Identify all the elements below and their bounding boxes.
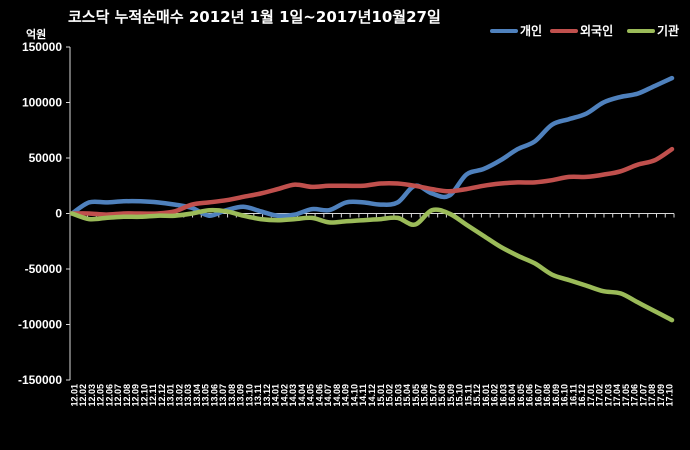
x-tick-label: 15.05 — [411, 384, 421, 407]
y-tick-label: -50000 — [25, 262, 63, 276]
x-tick-label: 16.05 — [516, 384, 526, 407]
x-tick-label: 14.01 — [271, 384, 281, 407]
x-tick-label: 14.03 — [288, 384, 298, 407]
x-tick-label: 14.05 — [306, 384, 316, 407]
x-tick-label: 13.09 — [236, 384, 246, 407]
x-axis: 12.0112.0212.0312.0512.0612.0712.0812.09… — [69, 213, 675, 407]
x-tick-label: 14.04 — [297, 384, 307, 407]
x-tick-label: 17.10 — [665, 384, 675, 407]
series-line-1 — [69, 75, 675, 219]
x-tick-label: 12.12 — [157, 384, 167, 407]
series-line-3 — [69, 207, 675, 323]
x-tick-label: 16.09 — [551, 384, 561, 407]
x-tick-label: 13.06 — [209, 384, 219, 407]
legend-label-1: 개인 — [520, 23, 542, 38]
x-tick-label: 14.07 — [323, 384, 333, 407]
y-tick-label: -100000 — [18, 318, 62, 332]
x-tick-label: 12.01 — [69, 384, 79, 407]
x-tick-label: 14.02 — [279, 384, 289, 407]
x-tick-label: 16.03 — [498, 384, 508, 407]
x-tick-label: 14.09 — [341, 384, 351, 407]
x-tick-label: 13.02 — [174, 384, 184, 407]
x-tick-label: 13.07 — [218, 384, 228, 407]
x-tick-label: 13.05 — [201, 384, 211, 407]
x-tick-label: 12.03 — [87, 384, 97, 407]
x-tick-label: 15.09 — [446, 384, 456, 407]
y-tick-label: 50000 — [29, 151, 63, 165]
legend: 개인 외국인 기관 — [490, 23, 679, 38]
y-axis: 150000 100000 50000 0 -50000 -100000 -150000 — [18, 40, 71, 387]
x-tick-label: 15.08 — [437, 384, 447, 407]
x-tick-label: 14.10 — [349, 384, 359, 407]
x-tick-label: 12.10 — [139, 384, 149, 407]
x-tick-label: 16.11 — [568, 384, 578, 406]
x-tick-label: 13.04 — [192, 384, 202, 407]
x-tick-label: 16.12 — [577, 384, 587, 407]
x-tick-label: 15.06 — [420, 384, 430, 407]
x-tick-label: 12.09 — [131, 384, 141, 407]
x-tick-label: 12.06 — [104, 384, 114, 407]
x-tick-label: 15.07 — [428, 384, 438, 407]
x-tick-label: 15.04 — [402, 384, 412, 407]
x-tick-label: 13.10 — [244, 384, 254, 407]
x-tick-label: 15.10 — [455, 384, 465, 407]
x-tick-label: 16.04 — [507, 384, 517, 407]
x-tick-label: 17.09 — [656, 384, 666, 407]
legend-label-2: 외국인 — [580, 23, 613, 38]
y-tick-label: -150000 — [18, 373, 62, 387]
x-tick-label: 16.01 — [481, 384, 491, 407]
x-tick-label: 13.08 — [227, 384, 237, 407]
x-tick-label: 14.08 — [332, 384, 342, 407]
x-tick-label: 12.05 — [96, 384, 106, 407]
x-tick-label: 12.02 — [78, 384, 88, 407]
x-tick-label: 15.02 — [385, 384, 395, 407]
x-tick-label: 16.07 — [533, 384, 543, 407]
x-tick-label: 14.11 — [358, 384, 368, 406]
legend-label-3: 기관 — [657, 23, 679, 38]
x-tick-label: 16.10 — [560, 384, 570, 407]
x-tick-label: 12.08 — [122, 384, 132, 407]
x-tick-label: 13.12 — [262, 384, 272, 407]
x-tick-label: 12.07 — [113, 384, 123, 407]
y-tick-label: 150000 — [22, 40, 62, 54]
x-tick-label: 17.08 — [647, 384, 657, 407]
x-tick-label: 17.04 — [612, 384, 622, 407]
x-tick-label: 13.11 — [253, 384, 263, 406]
x-tick-label: 15.03 — [393, 384, 403, 407]
x-tick-label: 17.07 — [638, 384, 648, 407]
series-line-2 — [69, 146, 675, 217]
y-tick-label: 100000 — [22, 96, 62, 110]
x-tick-label: 17.02 — [595, 384, 605, 407]
x-tick-label: 16.06 — [525, 384, 535, 407]
x-tick-label: 17.06 — [630, 384, 640, 407]
x-tick-label: 15.01 — [376, 384, 386, 407]
x-tick-label: 15.11 — [463, 384, 473, 406]
x-tick-label: 14.12 — [367, 384, 377, 407]
x-tick-label: 16.08 — [542, 384, 552, 407]
x-tick-label: 14.06 — [314, 384, 324, 407]
x-tick-label: 17.05 — [621, 384, 631, 407]
x-tick-label: 12.11 — [148, 384, 158, 406]
chart-title: 코스닥 누적순매수 2012년 1월 1일~2017년10월27일 — [68, 8, 441, 26]
y-tick-label: 0 — [55, 207, 62, 221]
plot-area — [69, 75, 675, 323]
x-tick-label: 17.01 — [586, 384, 596, 407]
x-tick-label: 17.03 — [603, 384, 613, 407]
x-tick-label: 13.03 — [183, 384, 193, 407]
x-tick-label: 13.01 — [166, 384, 176, 407]
x-tick-label: 16.02 — [490, 384, 500, 407]
y-axis-label: 억원 — [26, 27, 46, 41]
x-tick-label: 15.12 — [472, 384, 482, 407]
